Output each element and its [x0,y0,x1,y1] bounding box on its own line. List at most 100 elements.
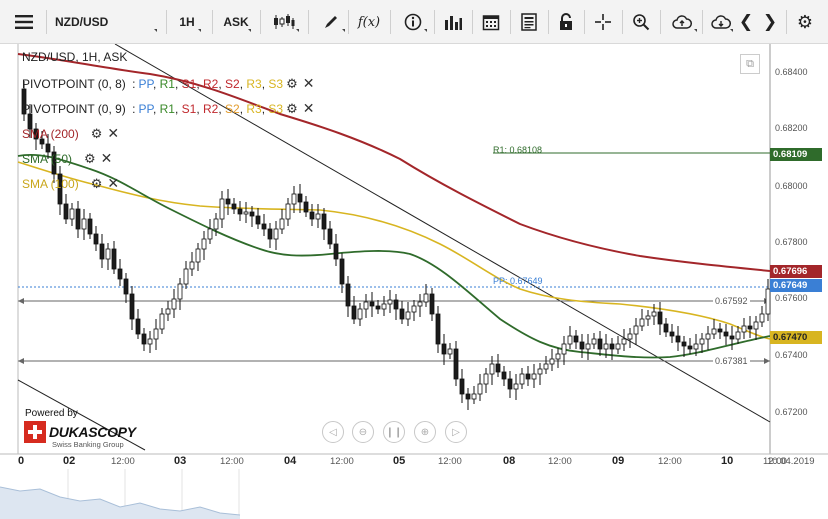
candle-body[interactable] [111,248,117,270]
candle-body[interactable] [69,208,75,220]
candle-body[interactable] [327,228,333,245]
candle-body[interactable] [453,348,459,380]
candle-body[interactable] [105,248,111,260]
legend-pivot2-row[interactable]: PIVOTPOINT (0, 9) : PP, R1, S1, R2, S2, … [22,100,315,116]
legend-pivot1-row[interactable]: PIVOTPOINT (0, 8) : PP, R1, S1, R2, S2, … [22,75,315,91]
candle-body[interactable] [723,331,729,337]
candle-body[interactable] [747,325,753,330]
candle-body[interactable] [297,193,303,203]
candle-body[interactable] [561,343,567,355]
legend-sma200-row[interactable]: SMA (200) ⚙ ✕ [22,125,119,142]
candle-body[interactable] [669,331,675,337]
legend-sma50-row[interactable]: SMA (50) ⚙ ✕ [22,150,112,167]
candle-body[interactable] [471,393,477,400]
dukascopy-logo[interactable]: DUKASCOPY Swiss Banking Group [24,421,136,449]
hamburger-menu-icon[interactable] [10,7,38,37]
candle-body[interactable] [249,211,255,217]
candle-body[interactable] [147,338,153,345]
candle-body[interactable] [477,383,483,395]
candle-body[interactable] [129,293,135,320]
sma50-remove-close-icon[interactable]: ✕ [100,150,113,166]
news-document-icon[interactable] [514,7,544,37]
candle-body[interactable] [753,321,759,330]
indicators-button[interactable]: f(x) [352,7,386,37]
candlestick-series[interactable] [21,81,771,410]
candle-body[interactable] [729,335,735,340]
pivot1-settings-gear-icon[interactable]: ⚙ [286,75,298,91]
candle-body[interactable] [681,341,687,347]
sma-100-line[interactable] [17,161,771,340]
candle-body[interactable] [81,218,87,230]
candle-body[interactable] [693,343,699,350]
sma200-settings-gear-icon[interactable]: ⚙ [90,125,103,141]
candle-body[interactable] [93,233,99,245]
crosshair-icon[interactable] [588,7,618,37]
candle-body[interactable] [483,373,489,385]
candle-body[interactable] [525,373,531,380]
candle-body[interactable] [705,333,711,340]
candle-body[interactable] [201,238,207,250]
scroll-forward-icon[interactable]: ▷ [445,421,467,443]
candle-body[interactable] [537,368,543,375]
trendline-upper[interactable] [114,44,771,423]
candle-body[interactable] [513,383,519,390]
candle-body[interactable] [405,311,411,320]
candle-body[interactable] [63,203,69,220]
candle-body[interactable] [27,113,33,130]
zoom-in-icon[interactable]: ⊕ [414,421,436,443]
candle-body[interactable] [393,299,399,310]
candle-body[interactable] [291,193,297,205]
candle-body[interactable] [651,311,657,317]
candle-body[interactable] [429,293,435,315]
sma-200-line[interactable] [17,53,771,272]
candle-body[interactable] [99,243,105,260]
candle-body[interactable] [567,335,573,345]
candle-body[interactable] [183,268,189,285]
candle-body[interactable] [615,343,621,350]
candle-body[interactable] [759,313,765,323]
candle-body[interactable] [75,208,81,230]
zoom-icon[interactable] [626,7,656,37]
candle-body[interactable] [531,373,537,380]
candle-body[interactable] [315,213,321,220]
candle-body[interactable] [573,335,579,343]
candle-body[interactable] [369,301,375,307]
sma100-remove-close-icon[interactable]: ✕ [107,175,120,191]
scroll-right-chevron-icon[interactable]: ❯ [762,12,778,31]
candle-body[interactable] [459,378,465,395]
candle-body[interactable] [177,283,183,300]
candle-body[interactable] [543,363,549,370]
candle-body[interactable] [231,203,237,210]
info-icon[interactable] [396,7,430,37]
candle-body[interactable] [399,308,405,320]
candle-body[interactable] [273,228,279,240]
calendar-icon[interactable] [476,7,506,37]
legend-sma100-row[interactable]: SMA (100) ⚙ ✕ [22,175,119,192]
lock-icon[interactable] [552,7,580,37]
candle-body[interactable] [591,338,597,345]
candle-body[interactable] [627,333,633,340]
candle-body[interactable] [171,298,177,310]
candle-body[interactable] [333,243,339,260]
candle-body[interactable] [117,268,123,280]
candle-body[interactable] [351,305,357,320]
candle-body[interactable] [339,258,345,285]
candle-body[interactable] [519,373,525,385]
cloud-download-icon[interactable] [706,7,736,37]
price-type-selector[interactable]: ASK [218,7,254,37]
drawing-tools-icon[interactable] [314,7,348,37]
candle-body[interactable] [501,371,507,380]
candle-body[interactable] [303,201,309,213]
candle-body[interactable] [363,301,369,310]
scroll-left-chevron-icon[interactable]: ❮ [738,12,754,31]
sma200-remove-close-icon[interactable]: ✕ [107,125,120,141]
candle-body[interactable] [603,343,609,350]
sma-50-line[interactable] [17,153,771,359]
candle-body[interactable] [657,311,663,325]
candle-body[interactable] [279,218,285,230]
candle-body[interactable] [357,308,363,320]
candle-body[interactable] [447,348,453,355]
pivot1-remove-close-icon[interactable]: ✕ [302,75,315,91]
candle-body[interactable] [195,248,201,263]
settings-gear-icon[interactable]: ⚙ [796,11,814,32]
